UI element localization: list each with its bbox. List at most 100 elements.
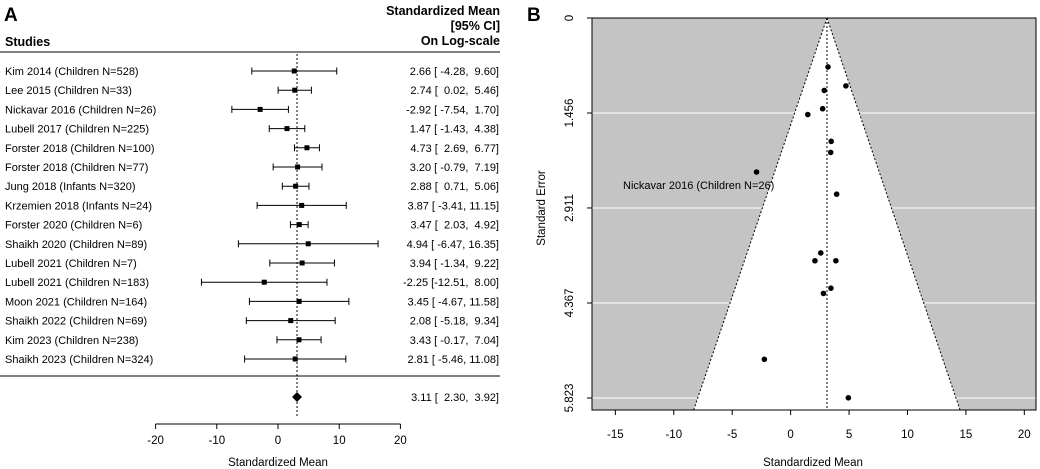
study-label: Lubell 2021 (Children N=7) xyxy=(5,258,137,270)
panel-b-label: B xyxy=(527,5,541,26)
point-estimate xyxy=(291,68,297,74)
x-tick-label: 10 xyxy=(333,435,346,447)
x-tick-label: -15 xyxy=(607,429,624,441)
ci-text: -2.25 [-12.51, 8.00] xyxy=(403,277,499,289)
study-point xyxy=(845,395,852,401)
point-estimate xyxy=(261,279,267,285)
study-point xyxy=(761,356,768,363)
x-tick-label: 10 xyxy=(901,429,914,441)
outlier-annotation: Nickavar 2016 (Children N=26) xyxy=(623,180,774,192)
pooled-diamond xyxy=(292,392,302,402)
estimate-header-line1: Standardized Mean xyxy=(386,4,500,18)
estimate-header-line3: On Log-scale xyxy=(421,34,500,48)
estimate-header-line2: [95% CI] xyxy=(451,19,500,33)
x-tick-label: 15 xyxy=(959,429,972,441)
point-estimate xyxy=(304,145,310,151)
point-estimate xyxy=(292,356,298,362)
study-point xyxy=(819,105,826,112)
ci-text: 2.88 [ 0.71, 5.06] xyxy=(410,181,499,193)
y-tick-label: 2.911 xyxy=(564,194,576,222)
point-estimate xyxy=(295,164,301,170)
study-point xyxy=(817,250,824,256)
funnel-x-axis-label: Standardized Mean xyxy=(763,457,863,469)
x-tick-label: -5 xyxy=(727,429,737,441)
study-label: Lee 2015 (Children N=33) xyxy=(5,85,132,97)
study-label: Forster 2018 (Children N=100) xyxy=(5,143,155,155)
study-point xyxy=(828,285,834,291)
study-point xyxy=(828,138,834,145)
x-tick-label: 0 xyxy=(275,435,281,447)
study-point xyxy=(825,64,831,70)
study-label: Lubell 2021 (Children N=183) xyxy=(5,277,149,289)
ci-text: 4.73 [ 2.69, 6.77] xyxy=(410,143,499,155)
forest-x-axis-label: Standardized Mean xyxy=(228,457,328,469)
study-label: Moon 2021 (Children N=164) xyxy=(5,296,147,308)
ci-text: -2.92 [ -7.54, 1.70] xyxy=(406,104,499,116)
studies-header: Studies xyxy=(5,35,50,49)
study-point xyxy=(833,257,839,264)
study-point xyxy=(821,87,828,94)
x-tick-label: 20 xyxy=(1018,429,1031,441)
point-estimate xyxy=(296,337,302,343)
point-estimate xyxy=(257,106,263,112)
point-estimate xyxy=(296,298,302,304)
study-label: Kim 2023 (Children N=238) xyxy=(5,335,139,347)
study-point xyxy=(820,290,827,297)
ci-text: 2.66 [ -4.28, 9.60] xyxy=(410,66,499,78)
ci-text: 3.94 [ -1.34, 9.22] xyxy=(410,258,499,270)
x-tick-label: 0 xyxy=(787,429,793,441)
y-tick-label: 1.456 xyxy=(564,99,576,128)
point-estimate xyxy=(299,202,305,208)
ci-text: 3.87 [ -3.41, 11.15] xyxy=(407,200,499,212)
study-label: Nickavar 2016 (Children N=26) xyxy=(5,104,156,116)
study-label: Forster 2020 (Children N=6) xyxy=(5,220,142,232)
study-label: Krzemien 2018 (Infants N=24) xyxy=(5,200,152,212)
study-label: Forster 2018 (Children N=77) xyxy=(5,162,148,174)
study-point xyxy=(833,191,840,197)
funnel-plot-panel: B Nickavar 2016 (Children N=26) -15 -10 -5 0… xyxy=(527,5,1037,469)
funnel-y-axis-label: Standard Error xyxy=(536,170,548,246)
x-tick-label: -10 xyxy=(208,435,225,447)
x-tick-label: -10 xyxy=(665,429,682,441)
ci-text: 2.81 [ -5.46, 11.08] xyxy=(407,354,499,366)
study-label: Shaikh 2022 (Children N=69) xyxy=(5,316,147,328)
y-tick-label: 4.367 xyxy=(564,289,576,318)
point-estimate xyxy=(299,260,305,266)
ci-text: 3.45 [ -4.67, 11.58] xyxy=(407,296,499,308)
funnel-right-edge xyxy=(826,17,961,411)
study-label: Shaikh 2020 (Children N=89) xyxy=(5,239,147,251)
point-estimate xyxy=(288,318,294,324)
x-tick-label: -20 xyxy=(147,435,164,447)
x-tick-label: 20 xyxy=(394,435,407,447)
forest-plot-panel: A Studies Standardized Mean [95% CI] On … xyxy=(0,4,500,469)
funnel-left-edge xyxy=(693,17,828,411)
study-point xyxy=(843,83,849,89)
x-tick-label: 5 xyxy=(846,429,852,441)
study-point xyxy=(812,257,818,264)
point-estimate xyxy=(305,241,311,247)
plot-frame xyxy=(591,17,1037,411)
ci-text: 2.08 [ -5.18, 9.34] xyxy=(410,316,499,328)
point-estimate xyxy=(293,183,299,189)
y-tick-label: 5.823 xyxy=(564,384,576,413)
study-point xyxy=(753,169,760,175)
y-tick-label: 0 xyxy=(564,15,576,21)
ci-text: 2.74 [ 0.02, 5.46] xyxy=(410,85,499,97)
study-label: Kim 2014 (Children N=528) xyxy=(5,66,139,78)
study-point xyxy=(805,111,811,118)
panel-a-label: A xyxy=(4,5,18,26)
study-label: Jung 2018 (Infants N=320) xyxy=(5,181,136,193)
point-estimate xyxy=(296,222,302,228)
ci-text: 3.47 [ 2.03, 4.92] xyxy=(410,220,499,232)
ci-text: 4.94 [ -6.47, 16.35] xyxy=(407,239,499,251)
study-label: Lubell 2017 (Children N=225) xyxy=(5,124,149,136)
point-estimate xyxy=(292,87,298,93)
ci-text: 1.47 [ -1.43, 4.38] xyxy=(410,124,499,136)
ci-text: 3.20 [ -0.79, 7.19] xyxy=(410,162,499,174)
study-label: Shaikh 2023 (Children N=324) xyxy=(5,354,153,366)
ci-text: 3.43 [ -0.17, 7.04] xyxy=(410,335,499,347)
study-point xyxy=(827,149,834,156)
point-estimate xyxy=(284,126,290,132)
pooled-ci-text: 3.11 [ 2.30, 3.92] xyxy=(411,392,499,404)
